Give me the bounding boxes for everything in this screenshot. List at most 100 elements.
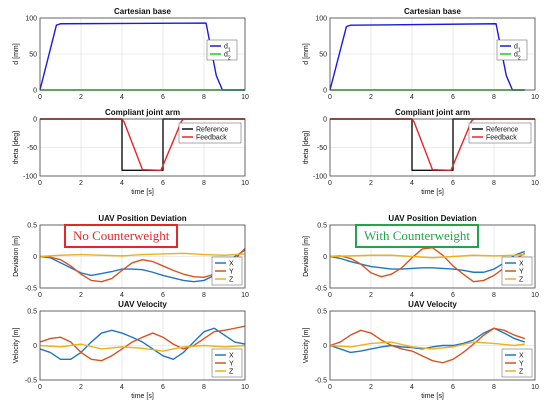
legend: XYZ bbox=[501, 348, 533, 378]
x-tick-label: 2 bbox=[79, 292, 83, 299]
legend-label: Z bbox=[519, 277, 524, 284]
chart-title: Compliant joint arm bbox=[395, 108, 470, 117]
chart-title: UAV Velocity bbox=[408, 300, 457, 309]
x-tick-label: 0 bbox=[38, 292, 42, 299]
plot-frame bbox=[329, 17, 536, 91]
legend-label: Reference bbox=[486, 127, 518, 134]
x-tick-label: 2 bbox=[79, 180, 83, 187]
y-axis-label: Deviation [m] bbox=[303, 236, 310, 277]
x-axis-label: time [s] bbox=[421, 393, 444, 400]
y-tick-label: 100 bbox=[25, 16, 37, 23]
legend-label: X bbox=[519, 261, 524, 268]
y-tick-label: -0.5 bbox=[315, 378, 327, 385]
plot-frame bbox=[329, 118, 536, 177]
y-tick-label: 0.5 bbox=[27, 309, 37, 316]
x-tick-label: 4 bbox=[120, 292, 124, 299]
y-tick-label: 0.5 bbox=[317, 309, 327, 316]
x-tick-label: 10 bbox=[531, 94, 539, 101]
series-line-x bbox=[39, 327, 246, 360]
y-axis-label: Velocity [m] bbox=[13, 328, 20, 364]
x-tick-label: 6 bbox=[451, 384, 455, 391]
x-tick-label: 6 bbox=[161, 384, 165, 391]
y-tick-label: 0.5 bbox=[317, 223, 327, 230]
legend-label: Z bbox=[229, 277, 234, 284]
x-tick-label: 10 bbox=[241, 292, 249, 299]
x-tick-label: 6 bbox=[161, 292, 165, 299]
x-tick-label: 4 bbox=[410, 292, 414, 299]
x-tick-label: 0 bbox=[328, 94, 332, 101]
legend-label: X bbox=[229, 353, 234, 360]
y-tick-label: 0 bbox=[323, 254, 327, 261]
y-tick-label: -100 bbox=[313, 174, 327, 181]
x-tick-label: 6 bbox=[161, 180, 165, 187]
legend-box bbox=[178, 122, 242, 144]
legend-label: Reference bbox=[196, 127, 228, 134]
x-tick-label: 4 bbox=[120, 384, 124, 391]
legend: XYZ bbox=[211, 348, 243, 378]
y-tick-label: 50 bbox=[29, 52, 37, 59]
series-line-y bbox=[329, 327, 525, 364]
chart-title: Cartesian base bbox=[114, 7, 171, 16]
x-tick-label: 6 bbox=[451, 94, 455, 101]
x-tick-label: 0 bbox=[38, 180, 42, 187]
x-tick-label: 8 bbox=[492, 384, 496, 391]
y-axis-label: d [mm] bbox=[13, 43, 20, 64]
y-tick-label: 100 bbox=[315, 16, 327, 23]
y-tick-label: 0 bbox=[33, 343, 37, 350]
chart-title: UAV Position Deviation bbox=[388, 214, 476, 223]
y-tick-label: 0 bbox=[323, 88, 327, 95]
chart-panel: 0 2 4 6 8 10 -100 -50 0 Compliant joint arm theta … bbox=[303, 108, 539, 196]
chart-title: Compliant joint arm bbox=[105, 108, 180, 117]
legend-label: d1 bbox=[514, 44, 521, 54]
y-axis-label: d [mm] bbox=[303, 43, 310, 64]
y-tick-label: -0.5 bbox=[25, 378, 37, 385]
no-counterweight-banner: No Counterweight bbox=[64, 224, 179, 248]
legend-box bbox=[206, 39, 238, 61]
legend-label: Y bbox=[229, 269, 234, 276]
y-tick-label: 0 bbox=[323, 117, 327, 124]
x-tick-label: 8 bbox=[202, 292, 206, 299]
legend: XYZ bbox=[211, 256, 243, 286]
y-axis-label: theta [deg] bbox=[303, 131, 310, 164]
legend-label: Z bbox=[229, 369, 234, 376]
series-line-z bbox=[329, 253, 525, 259]
x-tick-label: 10 bbox=[531, 180, 539, 187]
x-tick-label: 8 bbox=[202, 384, 206, 391]
legend-label: d1 bbox=[224, 44, 231, 54]
y-tick-label: 0.5 bbox=[27, 223, 37, 230]
x-tick-label: 10 bbox=[531, 292, 539, 299]
x-tick-label: 2 bbox=[79, 94, 83, 101]
legend-label: Y bbox=[519, 361, 524, 368]
y-axis-label: Velocity [m] bbox=[303, 328, 310, 364]
x-tick-label: 2 bbox=[369, 180, 373, 187]
chart-title: Cartesian base bbox=[404, 7, 461, 16]
x-tick-label: 4 bbox=[410, 94, 414, 101]
chart-panel: 0 2 4 6 8 10 -100 -50 0 Compliant joint arm theta … bbox=[13, 108, 249, 196]
legend: XYZ bbox=[501, 256, 533, 286]
x-tick-label: 4 bbox=[120, 94, 124, 101]
series-line-z bbox=[39, 252, 246, 258]
series-line-z bbox=[329, 341, 525, 350]
x-tick-label: 8 bbox=[492, 94, 496, 101]
series-line-y bbox=[329, 246, 526, 283]
legend-label: Z bbox=[519, 369, 524, 376]
x-tick-label: 4 bbox=[410, 384, 414, 391]
y-tick-label: -0.5 bbox=[25, 286, 37, 293]
x-tick-label: 4 bbox=[120, 180, 124, 187]
y-axis-label: Deviation [m] bbox=[13, 236, 20, 277]
plot-frame bbox=[39, 310, 246, 381]
y-tick-label: -50 bbox=[27, 145, 37, 152]
x-tick-label: 0 bbox=[328, 384, 332, 391]
legend-label: Y bbox=[229, 361, 234, 368]
y-tick-label: -0.5 bbox=[315, 286, 327, 293]
x-tick-label: 0 bbox=[328, 180, 332, 187]
y-tick-label: -50 bbox=[317, 145, 327, 152]
series-line-x bbox=[329, 250, 525, 273]
x-tick-label: 2 bbox=[369, 384, 373, 391]
y-tick-label: 0 bbox=[33, 88, 37, 95]
